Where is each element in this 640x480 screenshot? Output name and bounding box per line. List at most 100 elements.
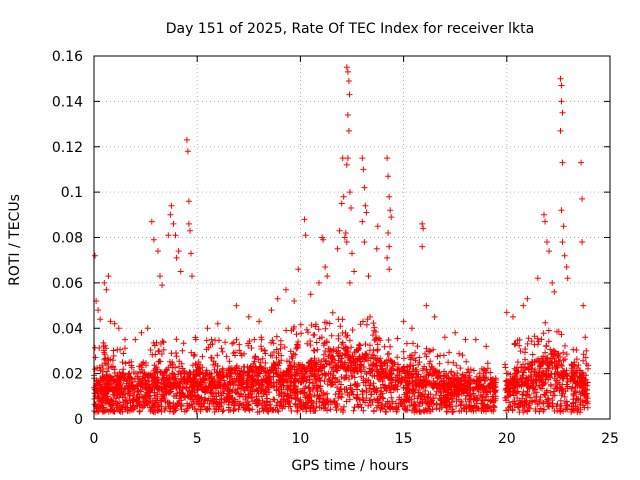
y-tick-label: 0	[74, 412, 83, 428]
data-point	[225, 325, 232, 332]
data-point	[503, 309, 510, 316]
data-point	[340, 193, 347, 200]
dense-points	[91, 309, 592, 416]
data-point	[122, 336, 128, 343]
data-point	[483, 343, 490, 350]
data-point	[386, 243, 393, 250]
data-point	[559, 159, 566, 166]
data-point	[348, 205, 354, 211]
data-point	[431, 313, 438, 320]
data-point	[580, 302, 587, 309]
data-point	[291, 298, 298, 304]
data-point	[111, 320, 118, 327]
data-point	[558, 98, 565, 105]
data-point	[95, 307, 102, 314]
data-point	[351, 268, 358, 275]
x-tick-label: 5	[193, 431, 202, 447]
data-point	[345, 127, 352, 134]
x-tick-label: 10	[291, 431, 309, 447]
y-tick-label: 0.06	[52, 276, 83, 292]
data-point	[148, 218, 155, 225]
data-point	[307, 291, 314, 298]
data-point	[183, 136, 190, 143]
data-point	[343, 161, 350, 168]
data-point	[551, 288, 558, 295]
data-point	[343, 64, 350, 71]
data-point	[107, 318, 114, 325]
data-point	[101, 279, 108, 286]
data-point	[320, 236, 327, 243]
tick-labels: 0 5 10 15 20 25 0 0.02 0.04 0.06 0.08 0.1 0.12 0.14 0.…	[52, 49, 619, 447]
data-point	[301, 216, 308, 223]
data-point	[579, 239, 586, 245]
data-point	[204, 325, 211, 332]
data-point	[524, 295, 531, 302]
data-point	[400, 318, 407, 325]
data-point	[185, 220, 192, 227]
data-point	[360, 166, 367, 173]
data-point	[546, 248, 553, 255]
data-point	[322, 264, 329, 270]
data-point	[338, 200, 345, 207]
data-point	[342, 230, 349, 236]
y-tick-label: 0.1	[61, 185, 83, 201]
data-point	[132, 336, 139, 343]
data-point	[386, 193, 393, 200]
data-point	[365, 273, 372, 280]
y-axis-label: ROTI / TECUs	[7, 194, 23, 286]
data-point	[345, 78, 352, 84]
data-point	[92, 252, 98, 259]
data-point	[159, 282, 166, 289]
data-point	[334, 245, 341, 252]
y-tick-label: 0.12	[52, 140, 83, 156]
data-point	[346, 279, 353, 286]
data-points	[91, 64, 592, 416]
axis-ticks	[93, 55, 611, 420]
data-point	[115, 325, 122, 332]
data-point	[157, 273, 163, 280]
grid-lines	[94, 56, 610, 419]
data-point	[384, 155, 391, 162]
data-point	[256, 318, 263, 325]
data-point	[472, 336, 479, 343]
data-point	[578, 159, 585, 166]
data-point	[103, 286, 110, 293]
data-point	[386, 266, 393, 273]
data-point	[582, 334, 589, 341]
data-point	[557, 127, 564, 134]
data-point	[549, 279, 556, 286]
data-point	[384, 254, 391, 261]
y-tick-label: 0.02	[52, 367, 83, 383]
data-point	[361, 239, 368, 245]
data-point	[336, 227, 343, 234]
data-point	[233, 302, 240, 309]
data-point	[344, 155, 351, 162]
chart-title: Day 151 of 2025, Rate Of TEC Index for r…	[166, 21, 534, 37]
y-tick-label: 0.16	[52, 49, 83, 65]
x-tick-label: 15	[395, 431, 413, 447]
data-point	[558, 82, 565, 89]
data-point	[346, 189, 353, 196]
data-point	[583, 347, 590, 354]
data-point	[419, 220, 426, 227]
data-point	[144, 325, 151, 332]
data-point	[185, 198, 192, 205]
data-point	[344, 112, 351, 118]
data-point	[138, 329, 145, 336]
data-point	[172, 232, 179, 239]
data-point	[177, 268, 184, 275]
y-tick-label: 0.08	[52, 231, 83, 247]
data-point	[385, 173, 392, 180]
data-point	[173, 254, 180, 261]
data-point	[150, 236, 157, 243]
data-point	[542, 218, 548, 225]
data-point	[188, 250, 194, 257]
data-point	[184, 148, 191, 155]
data-point	[510, 313, 516, 320]
y-tick-label: 0.14	[52, 94, 83, 110]
x-axis-label: GPS time / hours	[291, 458, 408, 474]
data-point	[187, 227, 193, 234]
data-point	[559, 109, 566, 116]
data-point	[385, 230, 392, 236]
